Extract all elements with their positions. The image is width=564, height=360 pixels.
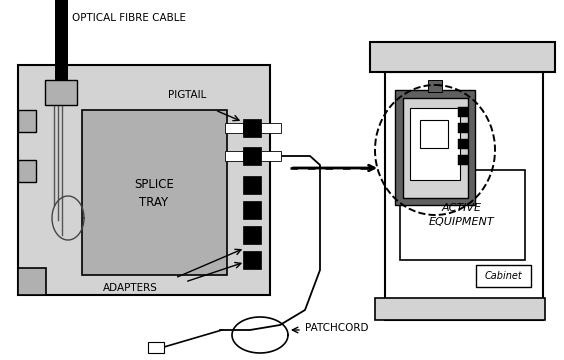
Bar: [225, 151, 243, 161]
Bar: [18, 268, 46, 295]
Bar: [375, 298, 545, 320]
Text: Cabinet: Cabinet: [484, 271, 522, 281]
Text: SPLICE
TRAY: SPLICE TRAY: [134, 177, 174, 208]
Bar: [428, 80, 442, 92]
Bar: [420, 120, 448, 148]
Bar: [243, 226, 261, 244]
Bar: [82, 110, 227, 275]
Bar: [385, 72, 543, 320]
Bar: [243, 119, 261, 137]
Bar: [243, 251, 261, 269]
Bar: [45, 80, 77, 105]
Bar: [458, 139, 468, 149]
Bar: [403, 98, 468, 198]
Bar: [148, 342, 164, 353]
Bar: [458, 107, 468, 117]
Bar: [395, 90, 475, 205]
Bar: [261, 123, 281, 133]
Bar: [370, 42, 555, 72]
Text: PIGTAIL: PIGTAIL: [168, 90, 206, 100]
Bar: [225, 123, 243, 133]
Bar: [18, 110, 36, 132]
Bar: [55, 0, 68, 90]
Text: PATCHCORD: PATCHCORD: [305, 323, 368, 333]
Text: ADAPTERS: ADAPTERS: [103, 283, 157, 293]
Bar: [243, 201, 261, 219]
Bar: [458, 155, 468, 165]
Text: OPTICAL FIBRE CABLE: OPTICAL FIBRE CABLE: [72, 13, 186, 23]
Bar: [400, 170, 525, 260]
Bar: [476, 265, 531, 287]
Bar: [18, 65, 270, 295]
Bar: [243, 176, 261, 194]
Bar: [261, 151, 281, 161]
Text: ACTIVE
EQUIPMENT: ACTIVE EQUIPMENT: [429, 203, 495, 227]
Bar: [458, 123, 468, 133]
Bar: [18, 160, 36, 182]
Bar: [410, 108, 460, 180]
Bar: [243, 147, 261, 165]
